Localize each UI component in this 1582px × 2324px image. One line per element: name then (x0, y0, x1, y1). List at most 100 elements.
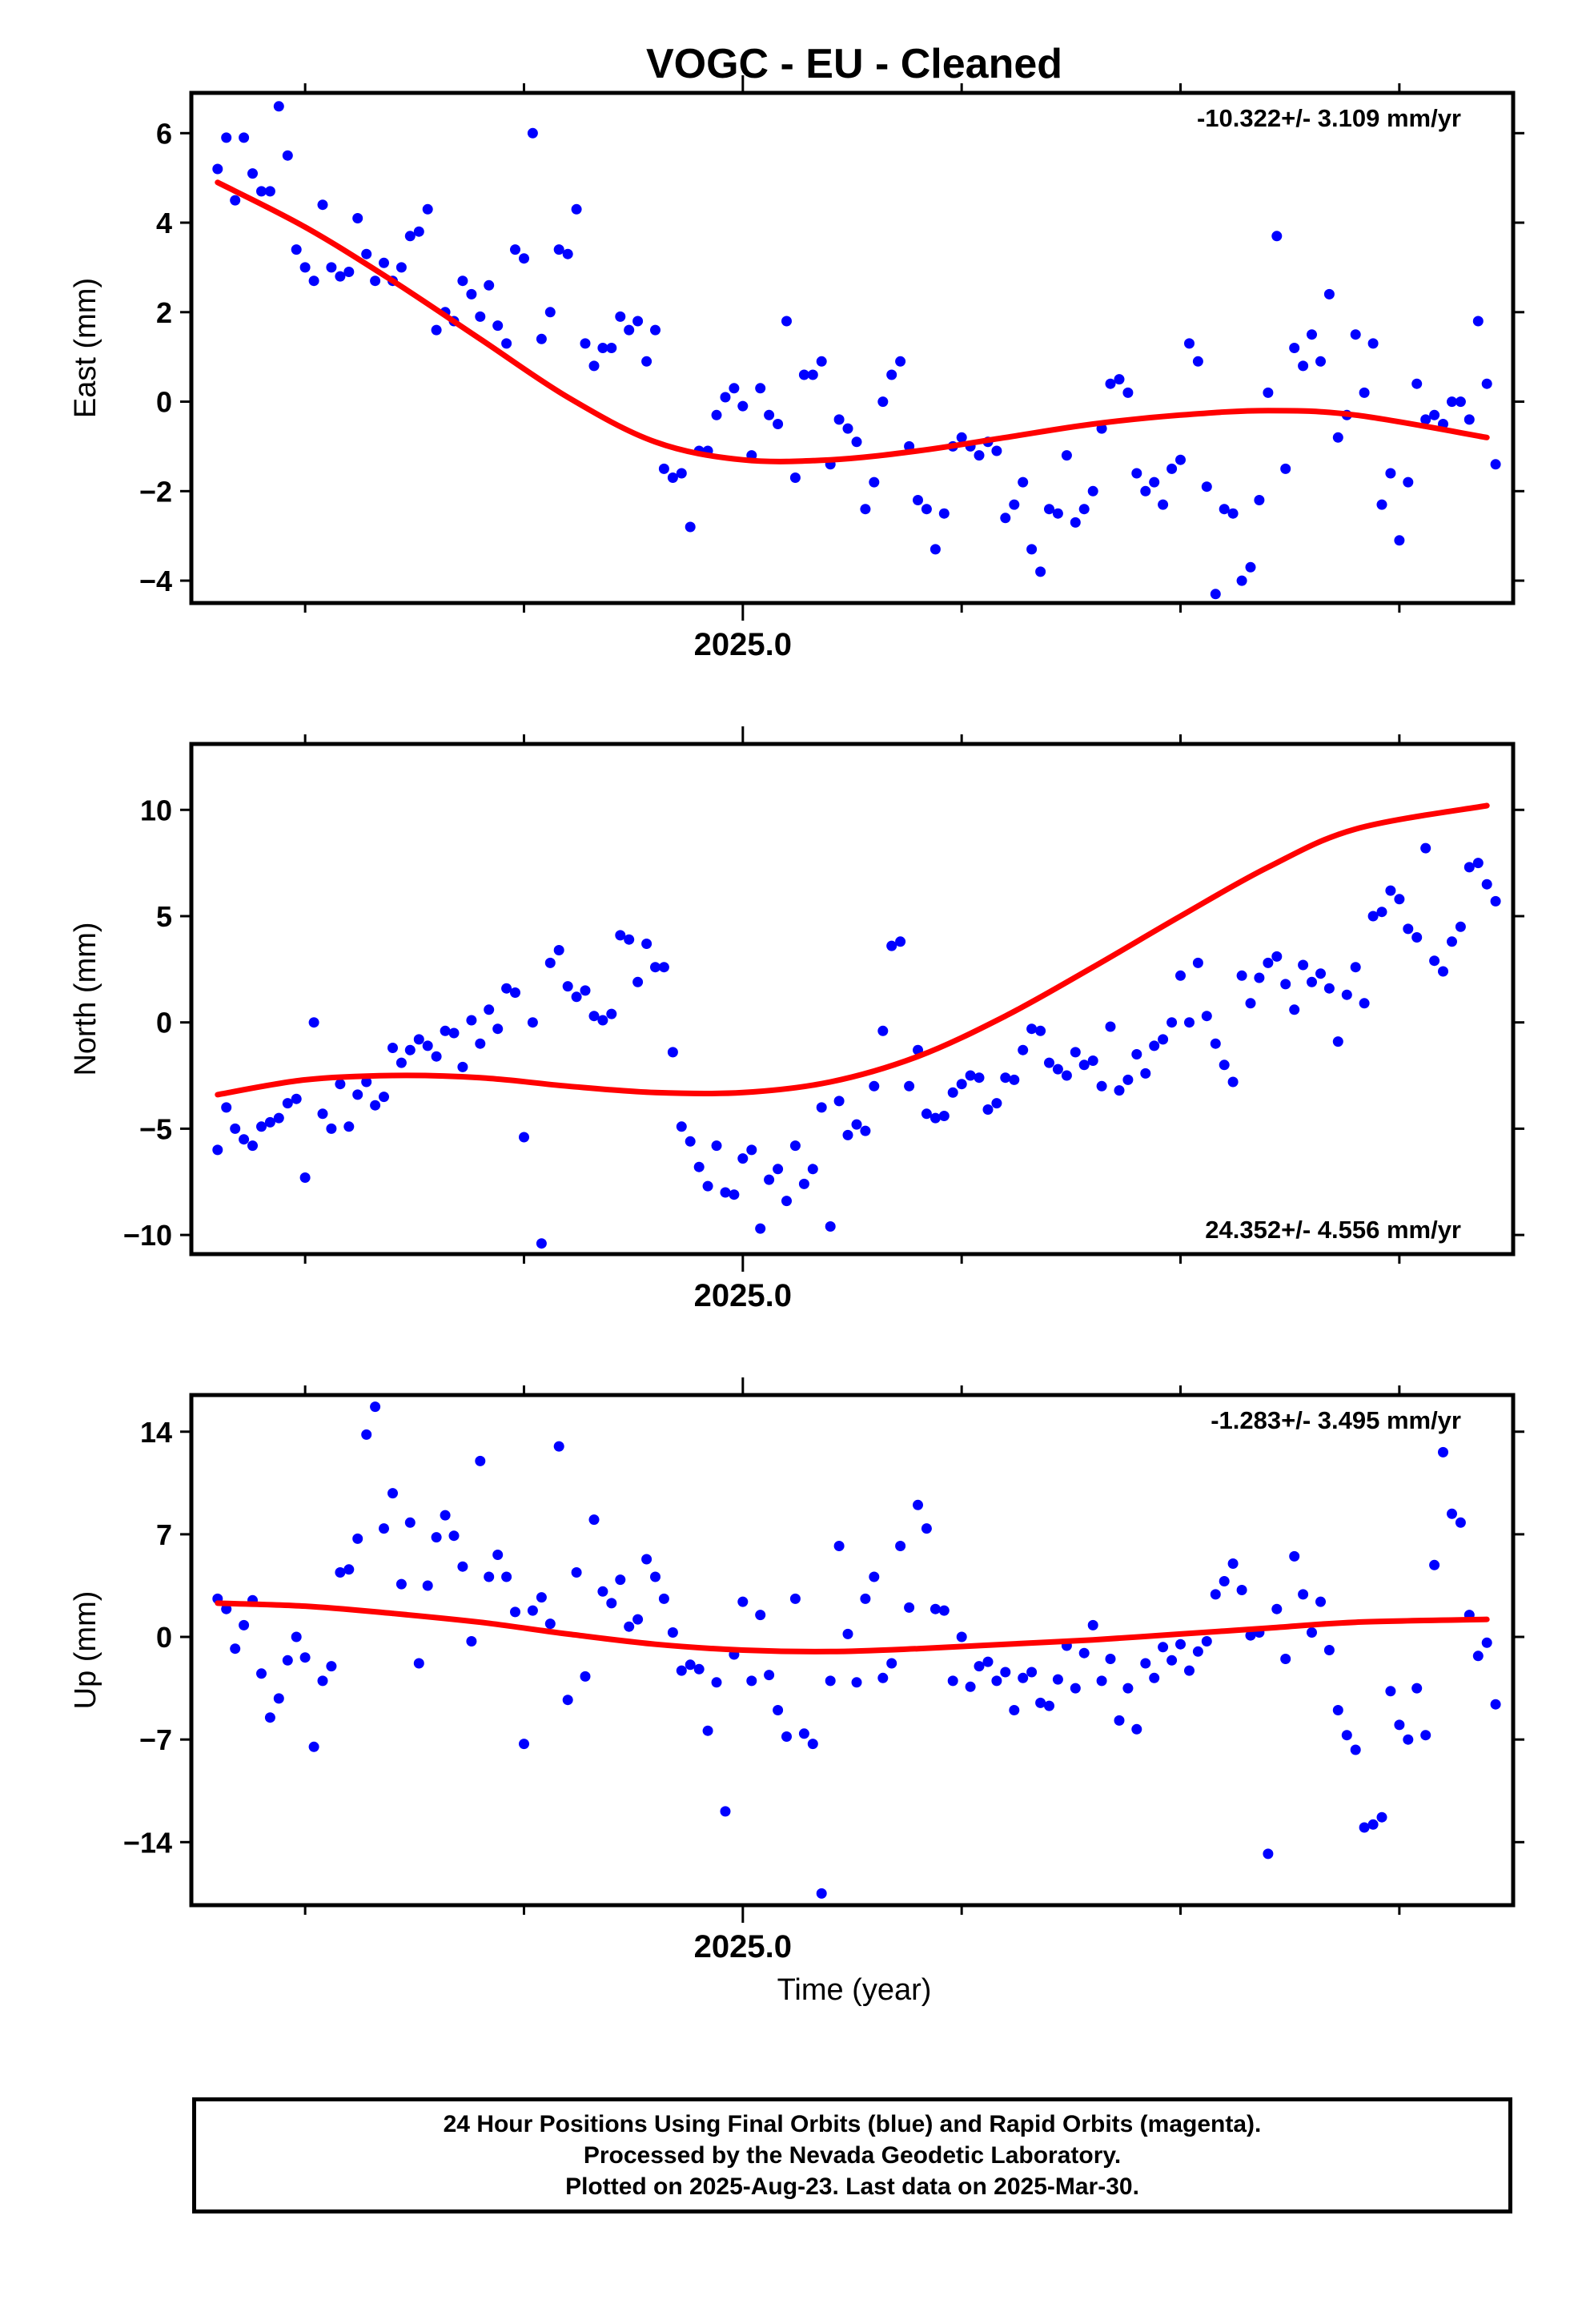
east-data-point (544, 307, 556, 318)
up-data-point (1323, 1645, 1335, 1655)
north-data-point (1490, 895, 1501, 907)
up-data-point (326, 1661, 337, 1672)
north-data-point (833, 1096, 845, 1107)
north-data-point (965, 1070, 976, 1081)
up-data-point (658, 1593, 669, 1604)
north-data-point (1175, 970, 1186, 981)
east-ytick-label: −4 (139, 565, 172, 597)
north-data-point (221, 1102, 232, 1113)
up-data-point (781, 1731, 792, 1742)
up-data-point (676, 1665, 687, 1676)
east-data-point (326, 262, 337, 273)
north-data-point (877, 1025, 889, 1036)
north-data-point (588, 1011, 600, 1022)
east-data-point (1315, 356, 1326, 367)
east-data-point (1009, 499, 1020, 510)
up-data-point (685, 1659, 696, 1671)
up-data-point (317, 1675, 328, 1687)
up-fit-line (215, 1600, 1490, 1655)
north-data-point (1201, 1011, 1212, 1022)
north-data-point (860, 1125, 871, 1136)
up-data-point (519, 1739, 529, 1750)
up-data-point (1429, 1559, 1440, 1570)
east-data-point (938, 508, 950, 519)
east-data-point (1376, 499, 1387, 510)
up-data-point (343, 1564, 355, 1575)
up-ytick-label: 7 (156, 1518, 172, 1551)
east-data-point (370, 275, 381, 287)
up-data-point (1490, 1699, 1501, 1710)
north-data-point (484, 1004, 495, 1015)
east-data-point (1070, 517, 1081, 528)
north-data-point (685, 1136, 696, 1147)
east-ytick-label: 2 (156, 296, 172, 329)
up-data-point (1070, 1683, 1081, 1694)
up-data-point (273, 1693, 284, 1704)
north-data-point (921, 1108, 932, 1120)
north-points (212, 842, 1501, 1249)
north-data-point (1052, 1063, 1063, 1075)
north-data-point (1263, 957, 1274, 968)
up-data-point (1227, 1558, 1239, 1569)
north-data-point (991, 1098, 1002, 1109)
north-data-point (1070, 1047, 1081, 1058)
east-data-point (1018, 476, 1029, 488)
north-data-point (273, 1112, 284, 1124)
up-ytick-label: 0 (156, 1621, 172, 1654)
north-data-point (869, 1080, 880, 1092)
east-data-point (860, 504, 871, 515)
east-data-point (247, 168, 258, 179)
up-data-point (851, 1677, 862, 1688)
up-data-point (553, 1441, 564, 1452)
north-data-point (982, 1104, 994, 1115)
east-ytick-label: 0 (156, 386, 172, 419)
north-data-point (956, 1079, 967, 1090)
north-data-point (1061, 1070, 1072, 1081)
north-data-point (1403, 923, 1414, 935)
north-data-point (440, 1025, 451, 1036)
up-data-point (1455, 1517, 1466, 1528)
north-data-point (317, 1108, 328, 1120)
north-data-point (1385, 885, 1396, 896)
north-data-point (615, 930, 626, 941)
up-data-point (1210, 1589, 1221, 1600)
east-data-point (1201, 481, 1212, 493)
chart-title: VOGC - EU - Cleaned (646, 41, 1062, 87)
up-data-point (938, 1605, 950, 1616)
up-data-point (1350, 1744, 1361, 1755)
up-data-point (335, 1567, 346, 1578)
up-data-point (1263, 1848, 1274, 1860)
north-data-point (1298, 959, 1309, 971)
east-data-point (1184, 338, 1195, 349)
north-data-point (1280, 979, 1291, 990)
north-data-point (1350, 962, 1361, 973)
east-data-point (851, 436, 862, 448)
east-ytick-label: −2 (139, 475, 172, 508)
north-data-point (247, 1140, 258, 1152)
east-data-point (1087, 485, 1098, 497)
north-data-point (1158, 1034, 1169, 1045)
east-data-point (869, 476, 880, 488)
north-data-point (379, 1092, 389, 1103)
east-data-point (264, 186, 275, 197)
north-data-point (1420, 842, 1431, 854)
north-data-point (282, 1098, 293, 1109)
east-data-point (1122, 387, 1134, 398)
north-data-point (1009, 1074, 1020, 1085)
up-ytick-label: −14 (123, 1826, 172, 1859)
east-data-point (1429, 409, 1440, 420)
east-data-point (606, 343, 617, 353)
east-data-point (299, 262, 311, 273)
east-data-point (597, 343, 608, 353)
east-ytick-label: 4 (156, 207, 172, 239)
north-data-point (413, 1034, 424, 1045)
east-data-point (1323, 288, 1335, 300)
up-data-point (1158, 1642, 1169, 1653)
north-data-point (1219, 1059, 1230, 1071)
east-xtick-label: 2025.0 (694, 627, 792, 662)
up-data-point (1105, 1654, 1116, 1664)
east-data-point (1052, 508, 1063, 519)
east-y-axis-label: East (mm) (69, 278, 102, 418)
east-data-point (930, 544, 941, 555)
north-data-point (396, 1057, 407, 1068)
